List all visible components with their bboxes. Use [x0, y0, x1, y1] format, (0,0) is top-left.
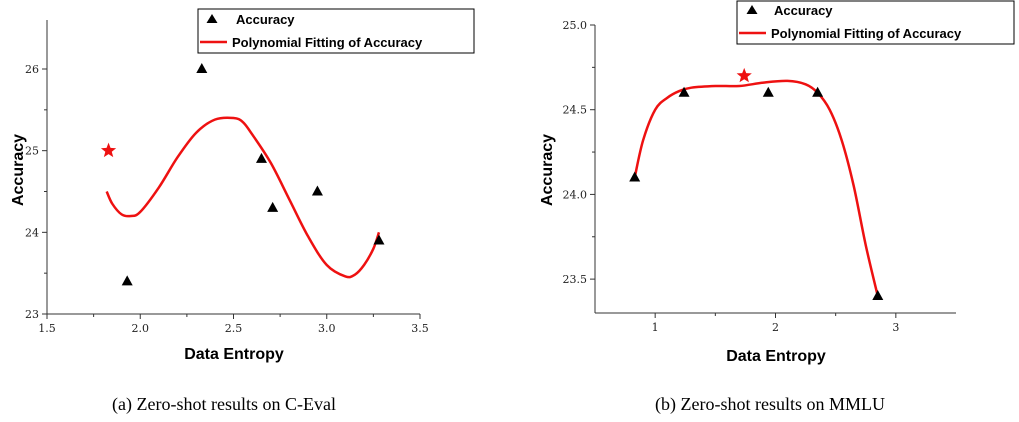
x-axis-title: Data Entropy	[726, 348, 826, 365]
legend: Accuracy Polynomial Fitting of Accuracy	[736, 0, 1015, 45]
accuracy-point	[267, 201, 279, 212]
accuracy-point	[812, 86, 824, 97]
x-tick-label: 3.5	[411, 322, 429, 335]
polynomial-fit-line	[633, 79, 879, 297]
polynomial-fit-line	[105, 116, 381, 279]
legend: Accuracy Polynomial Fitting of Accuracy	[197, 8, 475, 54]
x-tick-label: 1.5	[38, 322, 56, 335]
x-tick-label: 1	[652, 321, 659, 334]
accuracy-point	[629, 171, 641, 182]
accuracy-point	[255, 152, 267, 163]
plot-area: 1.5 2.0 2.5 3.0 3.5 23 24 25 26	[25, 20, 429, 335]
caption: (b) Zero-shot results on MMLU	[655, 394, 885, 415]
accuracy-point	[121, 275, 133, 286]
y-tick-label: 26	[25, 63, 39, 76]
accuracy-point	[196, 63, 208, 73]
y-tick-label: 24.0	[563, 188, 588, 201]
legend-label-polynomial-fit: Polynomial Fitting of Accuracy	[232, 35, 423, 50]
accuracy-point	[762, 86, 774, 97]
legend-box	[197, 8, 475, 54]
x-axis-title: Data Entropy	[184, 346, 284, 363]
x-tick-label: 3.0	[318, 322, 336, 335]
x-tick-label: 2.5	[225, 322, 243, 335]
x-tick-label: 2.0	[132, 322, 150, 335]
legend-box	[736, 0, 1015, 45]
y-tick-label: 25	[25, 145, 39, 158]
legend-triangle-marker	[206, 14, 218, 23]
y-tick-label: 23	[25, 308, 39, 321]
accuracy-point	[373, 234, 385, 245]
chart-panel-mmlu: 1 2 3 23.5 24.0 24.5 25.0 Data Entropy Accurac…	[539, 0, 1015, 415]
caption: (a) Zero-shot results on C-Eval	[112, 394, 336, 415]
y-tick-label: 23.5	[563, 273, 588, 286]
legend-triangle-marker	[746, 5, 758, 14]
accuracy-point	[678, 86, 690, 97]
x-tick-label: 3	[892, 321, 899, 334]
y-axis-title: Accuracy	[539, 134, 556, 206]
x-tick-label: 2	[772, 321, 779, 334]
highlight-star-point	[736, 67, 752, 83]
highlight-star-point	[100, 142, 117, 158]
y-tick-label: 24.5	[563, 104, 588, 117]
y-axis-title: Accuracy	[10, 134, 27, 206]
accuracy-point	[872, 290, 884, 301]
legend-label-accuracy: Accuracy	[774, 3, 833, 18]
plot-area: 1 2 3 23.5 24.0 24.5 25.0	[563, 19, 956, 334]
legend-label-polynomial-fit: Polynomial Fitting of Accuracy	[771, 26, 962, 41]
y-tick-label: 25.0	[563, 19, 588, 32]
legend-label-accuracy: Accuracy	[236, 12, 295, 27]
y-tick-label: 24	[25, 226, 39, 239]
accuracy-point	[311, 185, 323, 196]
chart-panel-c-eval: 1.5 2.0 2.5 3.0 3.5 23 24 25 26 Data Entropy Acc…	[10, 8, 475, 415]
